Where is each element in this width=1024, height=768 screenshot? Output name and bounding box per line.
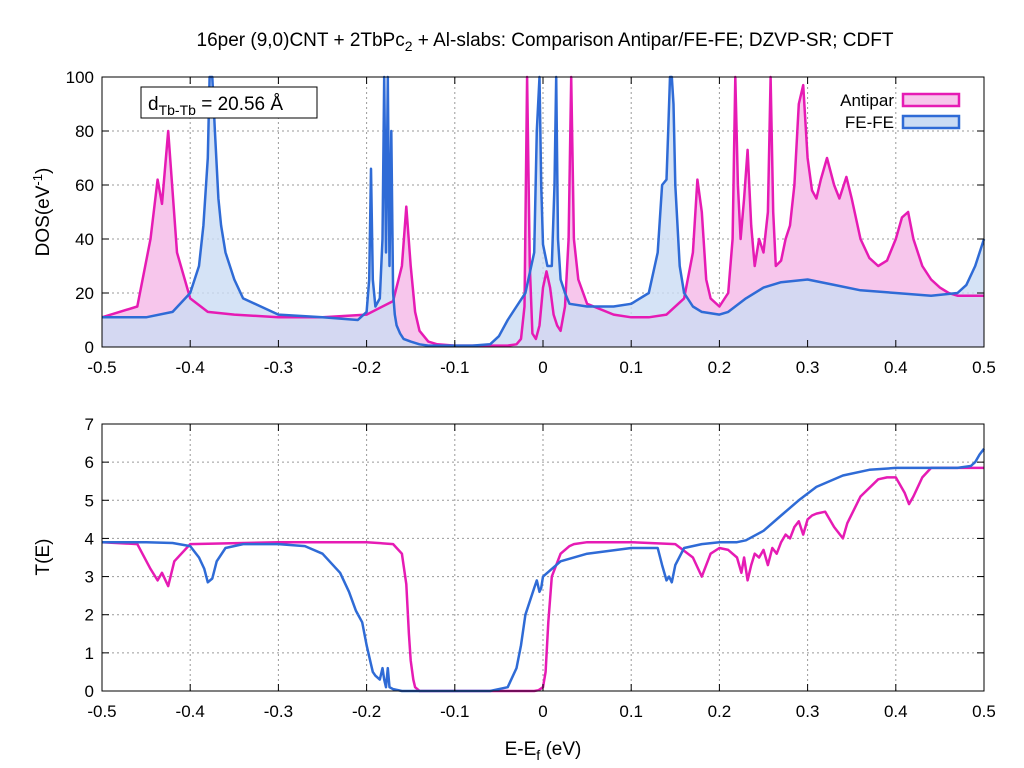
transmission-line-antipar: [101, 466, 984, 693]
dos-y-tick-label: 80: [75, 122, 94, 141]
transmission-x-tick-label: 0.1: [619, 702, 643, 721]
dos-x-tick-label: -0.4: [176, 358, 205, 377]
x-axis-label: E-Ef (eV): [505, 739, 582, 763]
transmission-x-tick-label: -0.1: [440, 702, 469, 721]
transmission-y-axis-label: T(E): [33, 539, 54, 576]
dos-line-antipar: [101, 75, 984, 347]
legend-swatch-fe-fe: [901, 114, 961, 130]
dos-ticks: -0.5 -0.4 -0.3 -0.2 -0.1 0 0.1 0.2 0.3 0.4 0.5 0 20 4…: [66, 68, 996, 377]
transmission-x-tick-label: -0.4: [176, 702, 205, 721]
dos-area-antipar: [102, 77, 984, 347]
transmission-x-tick-label: 0.4: [884, 702, 908, 721]
dos-x-tick-label: 0: [538, 358, 547, 377]
dos-x-tick-label: -0.1: [440, 358, 469, 377]
transmission-y-tick-label: 4: [85, 529, 94, 548]
transmission-grid: [102, 424, 984, 691]
dos-y-tick-label: 20: [75, 284, 94, 303]
transmission-panel: -0.5 -0.4 -0.3 -0.2 -0.1 0 0.1 0.2 0.3 0.4 0.5 0 1 2 3…: [33, 415, 996, 763]
transmission-lines: [101, 448, 985, 693]
dos-y-tick-label: 40: [75, 230, 94, 249]
transmission-y-tick-label: 2: [85, 606, 94, 625]
dos-x-tick-label: -0.3: [264, 358, 293, 377]
dos-x-tick-label: -0.2: [352, 358, 381, 377]
transmission-line-fe-fe: [102, 448, 985, 693]
dos-lines: [101, 75, 986, 347]
annotation-box: dTb-Tb = 20.56 Å: [140, 86, 318, 119]
legend-swatch-antipar: [901, 92, 961, 108]
transmission-x-tick-label: -0.5: [87, 702, 116, 721]
dos-y-tick-label: 60: [75, 176, 94, 195]
legend-label-fe-fe: FE-FE: [845, 113, 894, 132]
transmission-y-tick-label: 0: [85, 682, 94, 701]
dos-x-tick-label: 0.1: [619, 358, 643, 377]
transmission-x-tick-label: -0.2: [352, 702, 381, 721]
dos-x-tick-label: 0.3: [796, 358, 820, 377]
dos-x-tick-label: 0.4: [884, 358, 908, 377]
transmission-x-tick-label: 0: [538, 702, 547, 721]
chart-title: 16per (9,0)CNT + 2TbPc2 + Al-slabs: Comp…: [197, 30, 894, 54]
transmission-y-tick-label: 7: [85, 415, 94, 434]
legend-label-antipar: Antipar: [840, 91, 894, 110]
dos-y-axis-label: DOS(eV-1): [30, 168, 54, 257]
transmission-y-tick-label: 5: [85, 491, 94, 510]
annotation-frame: [140, 86, 318, 119]
dos-y-tick-label: 0: [85, 338, 94, 357]
dos-x-tick-label: -0.5: [87, 358, 116, 377]
dos-y-tick-label: 100: [66, 68, 94, 87]
transmission-y-tick-label: 3: [85, 568, 94, 587]
dos-x-tick-label: 0.5: [972, 358, 996, 377]
dos-x-tick-label: 0.2: [708, 358, 732, 377]
legend: Antipar FE-FE: [840, 91, 961, 132]
transmission-x-tick-label: 0.2: [708, 702, 732, 721]
transmission-x-tick-label: 0.5: [972, 702, 996, 721]
dos-line-fe-fe: [102, 75, 986, 347]
transmission-ticks: -0.5 -0.4 -0.3 -0.2 -0.1 0 0.1 0.2 0.3 0.4 0.5 0 1 2 3…: [85, 415, 996, 721]
dos-panel: -0.5 -0.4 -0.3 -0.2 -0.1 0 0.1 0.2 0.3 0.4 0.5 0 20 4…: [30, 68, 996, 377]
annotation-text: dTb-Tb = 20.56 Å: [148, 94, 283, 118]
transmission-y-tick-label: 6: [85, 453, 94, 472]
transmission-y-tick-label: 1: [85, 644, 94, 663]
transmission-x-tick-label: -0.3: [264, 702, 293, 721]
transmission-x-tick-label: 0.3: [796, 702, 820, 721]
